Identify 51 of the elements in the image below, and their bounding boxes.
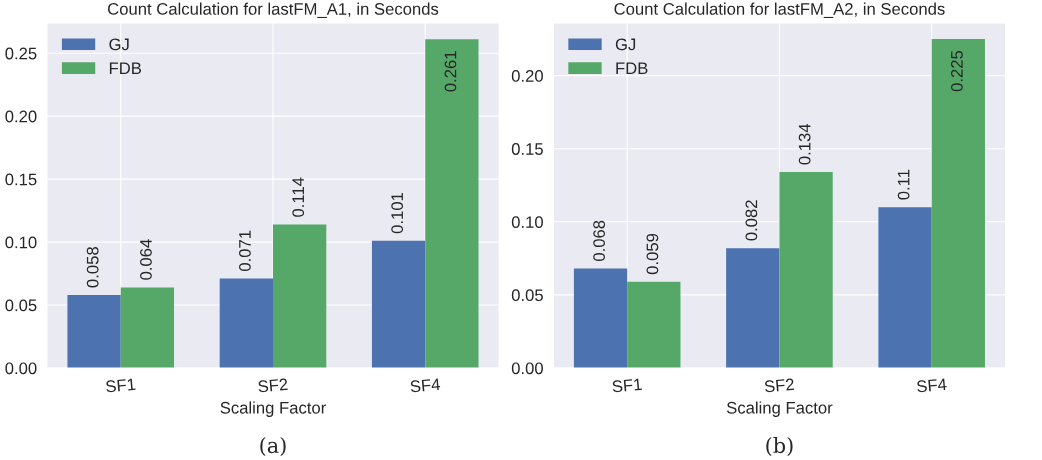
x-tick-label: SF2 xyxy=(764,378,795,393)
data-label: 0.058 xyxy=(86,247,99,288)
bar xyxy=(67,294,121,368)
data-label: 0.11 xyxy=(897,169,910,200)
data-label: 0.225 xyxy=(951,50,963,92)
data-label: 0.064 xyxy=(140,239,152,280)
legend-label: GJ xyxy=(615,38,636,51)
y-tick-label: 0.20 xyxy=(5,110,37,123)
bar xyxy=(219,278,273,368)
bar xyxy=(120,287,175,368)
y-tick-label: 0.00 xyxy=(5,362,37,375)
data-label: 0.082 xyxy=(745,200,758,241)
bar xyxy=(425,39,479,368)
data-label: 0.134 xyxy=(798,123,811,165)
x-tick-label: SF4 xyxy=(916,378,947,393)
bar xyxy=(272,224,327,368)
y-tick-label: 0.20 xyxy=(511,70,543,82)
chart-title: Count Calculation for lastFM_A2, in Seconds xyxy=(614,2,945,18)
legend-label: GJ xyxy=(109,38,129,51)
data-label: 0.261 xyxy=(444,51,457,92)
bar xyxy=(726,248,780,368)
x-tick-label: SF2 xyxy=(257,378,288,393)
y-tick-label: 0.10 xyxy=(5,236,37,249)
y-tick-label: 0.10 xyxy=(511,216,543,229)
bar xyxy=(931,39,985,368)
y-tick-label: 0.05 xyxy=(5,299,37,312)
chart-title: Count Calculation for lastFM_A1, in Seconds xyxy=(108,2,439,18)
legend-label: FDB xyxy=(616,62,648,74)
data-label: 0.068 xyxy=(593,220,606,261)
bar xyxy=(371,240,426,368)
bar xyxy=(627,281,681,368)
bar xyxy=(779,172,833,368)
x-tick-label: SF1 xyxy=(612,378,642,393)
bar xyxy=(573,268,628,368)
data-label: 0.071 xyxy=(239,230,251,272)
legend-label: FDB xyxy=(109,62,142,74)
y-tick-label: 0.15 xyxy=(511,143,543,155)
y-tick-label: 0.15 xyxy=(5,173,37,186)
y-tick-label: 0.25 xyxy=(5,47,37,60)
y-tick-label: 0.00 xyxy=(511,362,543,375)
bar xyxy=(878,207,932,368)
text: (a) xyxy=(260,437,286,457)
data-label: 0.059 xyxy=(646,233,659,275)
x-axis-title: Scaling Factor xyxy=(220,401,326,417)
data-label: 0.114 xyxy=(292,177,305,217)
y-tick-label: 0.05 xyxy=(511,289,543,302)
data-label: 0.101 xyxy=(391,192,404,234)
x-tick-label: SF1 xyxy=(105,378,136,393)
text: (b) xyxy=(766,437,793,457)
x-tick-label: SF4 xyxy=(410,378,441,393)
x-axis-title: Scaling Factor xyxy=(726,401,833,417)
